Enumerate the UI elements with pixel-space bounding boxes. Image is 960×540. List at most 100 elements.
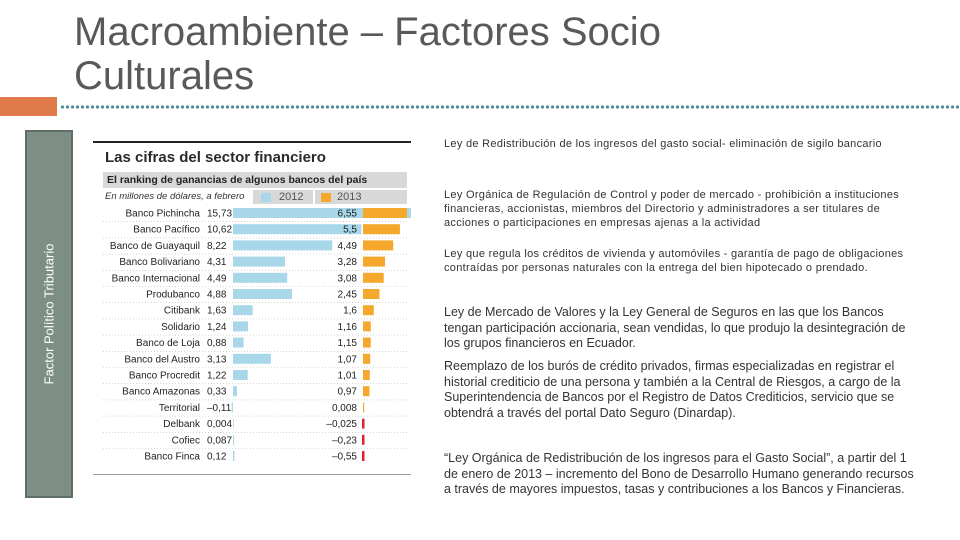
bar-2013 <box>363 240 394 251</box>
bar-2013 <box>362 434 365 445</box>
bar-2012 <box>233 451 235 461</box>
value-label-2012: 0,88 <box>207 338 227 349</box>
side-panel <box>25 130 73 498</box>
category-label: Citibank <box>164 306 201 317</box>
value-label-2012: 0,12 <box>207 452 227 463</box>
bullet-item: Ley de Redistribución de los ingresos de… <box>444 138 882 150</box>
value-label-2013: 3,08 <box>338 273 358 284</box>
figure-title: Las cifras del sector financiero <box>105 149 326 166</box>
bar-2013 <box>362 451 365 461</box>
bar-2013 <box>363 353 371 364</box>
category-label: Banco Pichincha <box>126 209 201 220</box>
category-label: Banco Pacífico <box>133 225 200 236</box>
value-label-2013: –0,025 <box>326 419 357 430</box>
bar-2012 <box>233 224 362 235</box>
legend-2012: 2012 <box>253 190 313 204</box>
category-label: Produbanco <box>146 290 200 301</box>
bar-2012 <box>233 305 253 316</box>
value-label-2012: 3,13 <box>207 354 227 365</box>
bullet-item: Ley de Mercado de Valores y la Ley Gener… <box>444 305 906 350</box>
value-label-2013: 6,55 <box>338 209 358 220</box>
category-label: Banco Internacional <box>112 273 200 284</box>
slide-title: Macroambiente – Factores Socio Culturale… <box>74 10 661 98</box>
bar-2013 <box>363 305 374 316</box>
value-label-2013: 3,28 <box>338 257 358 268</box>
bar-2013 <box>363 337 371 348</box>
category-label: Solidario <box>161 322 200 333</box>
legend-2012-label: 2012 <box>279 191 304 203</box>
title-divider <box>60 104 960 110</box>
bar-2012 <box>231 402 233 413</box>
bar-2013 <box>363 386 370 397</box>
legend-2013-swatch <box>321 193 331 202</box>
bar-2013 <box>363 208 407 218</box>
figure-units: En millones de dólares, a febrero <box>105 191 245 202</box>
legend-2013: 2013 <box>315 190 407 204</box>
legend-2012-swatch <box>261 193 271 202</box>
bar-2013 <box>363 402 365 413</box>
bar-2013 <box>363 289 380 299</box>
value-label-2012: 1,63 <box>207 306 227 317</box>
value-label-2013: 2,45 <box>338 290 358 301</box>
side-label: Factor Político Tributario <box>41 243 57 385</box>
bar-2012 <box>233 386 237 397</box>
value-label-2012: 1,24 <box>207 322 227 333</box>
bar-2012 <box>233 208 411 218</box>
category-label: Banco del Austro <box>124 354 200 365</box>
figure-bottom-rule <box>93 474 411 475</box>
bar-2013 <box>362 418 365 429</box>
value-label-2013: –0,55 <box>332 452 357 463</box>
value-label-2012: 10,62 <box>207 225 232 236</box>
value-label-2013: –0,23 <box>332 435 357 446</box>
bullet-item: Ley Orgánica de Regulación de Control y … <box>444 189 900 229</box>
figure-subtitle: El ranking de ganancias de algunos banco… <box>103 172 407 188</box>
bank-profits-figure: Las cifras del sector financiero El rank… <box>93 141 411 476</box>
value-label-2013: 1,6 <box>343 306 357 317</box>
bar-2012 <box>233 434 235 445</box>
bar-2012 <box>233 418 234 429</box>
bullet-item: Ley que regula los créditos de vivienda … <box>444 248 904 274</box>
category-label: Cofiec <box>172 435 200 446</box>
value-label-2013: 0,97 <box>338 387 358 398</box>
value-label-2012: 8,22 <box>207 241 227 252</box>
category-label: Banco Bolivariano <box>119 257 200 268</box>
value-label-2013: 1,16 <box>338 322 358 333</box>
figure-top-rule <box>93 141 411 143</box>
value-label-2013: 1,07 <box>338 354 358 365</box>
bar-2013 <box>363 224 400 235</box>
bar-2013 <box>363 370 370 380</box>
value-label-2012: 4,88 <box>207 290 227 301</box>
value-label-2013: 0,008 <box>332 403 357 414</box>
category-label: Banco Procredit <box>129 371 200 382</box>
bar-2012 <box>233 240 333 251</box>
bar-2012 <box>233 353 271 364</box>
bar-2012 <box>233 337 244 348</box>
bar-2012 <box>233 256 286 267</box>
value-label-2013: 1,01 <box>338 371 358 382</box>
value-label-2012: 1,22 <box>207 371 227 382</box>
value-label-2012: 0,33 <box>207 387 227 398</box>
bullet-item: “Ley Orgánica de Redistribución de los i… <box>444 451 914 496</box>
value-label-2013: 5,5 <box>343 225 357 236</box>
title-accent-bar <box>0 97 57 116</box>
side-label-container: Factor Político Tributario <box>25 130 73 498</box>
value-label-2012: 0,004 <box>207 419 232 430</box>
value-label-2012: –0,11 <box>207 403 232 414</box>
value-label-2012: 15,73 <box>207 209 232 220</box>
bar-2013 <box>363 256 386 267</box>
value-label-2012: 4,49 <box>207 273 227 284</box>
bar-2012 <box>233 370 248 380</box>
bar-2013 <box>363 321 371 332</box>
bar-chart: Banco Pichincha 15,73 6,55 Banco Pacífico 10… <box>103 208 411 463</box>
category-label: Banco de Guayaquil <box>110 241 200 252</box>
bar-2013 <box>363 272 384 283</box>
category-label: Banco Amazonas <box>122 387 200 398</box>
category-label: Delbank <box>163 419 201 430</box>
value-label-2013: 1,15 <box>338 338 358 349</box>
value-label-2012: 0,087 <box>207 435 232 446</box>
bullet-item: Reemplazo de los burós de crédito privad… <box>444 359 901 420</box>
value-label-2013: 4,49 <box>338 241 358 252</box>
category-label: Banco Finca <box>144 452 200 463</box>
bar-2012 <box>233 289 292 299</box>
bar-2012 <box>233 272 288 283</box>
